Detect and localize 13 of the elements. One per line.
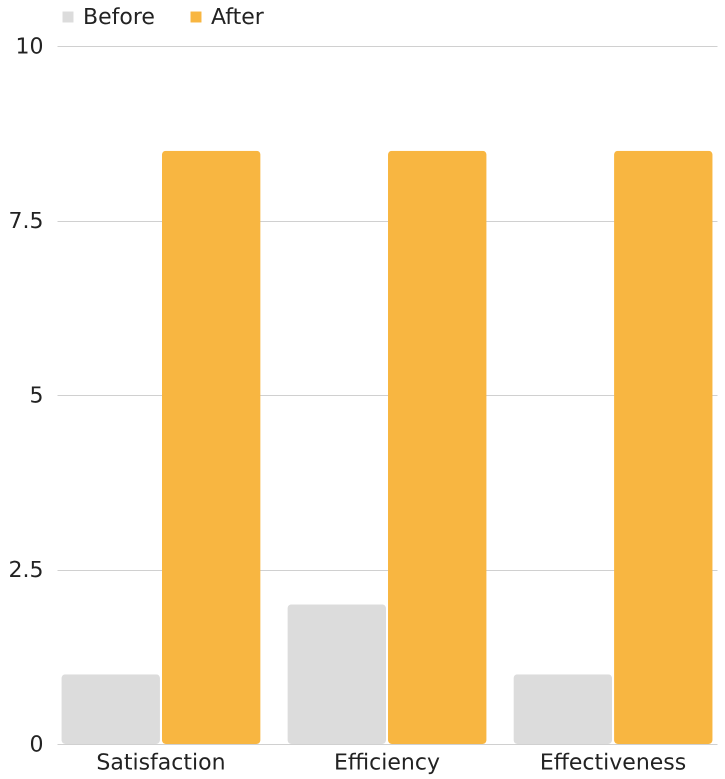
y-tick-label: 5 xyxy=(30,384,44,408)
x-tick-label: Effectiveness xyxy=(540,750,686,776)
legend-label: After xyxy=(211,5,265,30)
y-tick-label: 7.5 xyxy=(8,209,44,234)
y-tick-label: 0 xyxy=(30,732,44,758)
x-tick-label: Satisfaction xyxy=(96,750,226,776)
legend-label: Before xyxy=(83,5,155,30)
y-tick-label: 10 xyxy=(16,34,44,60)
bar xyxy=(388,150,486,744)
y-tick-label: 2.5 xyxy=(8,558,44,583)
bar xyxy=(162,150,260,744)
x-tick-label: Efficiency xyxy=(334,750,440,776)
bar xyxy=(614,150,712,744)
